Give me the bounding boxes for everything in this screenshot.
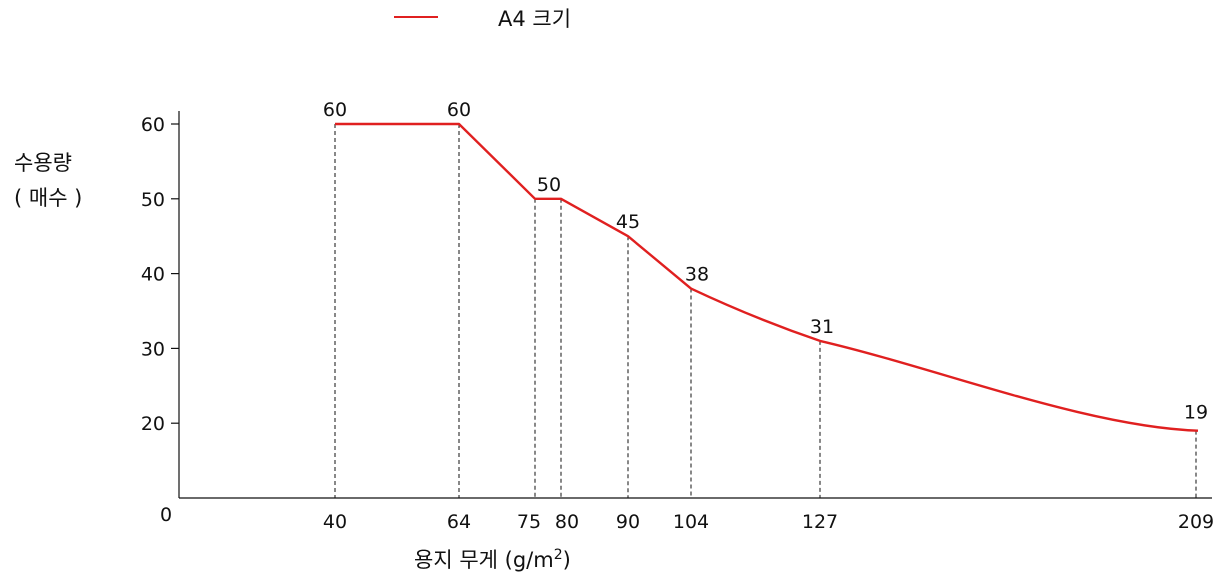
x-tick-label: 64 [447, 511, 471, 533]
y-tick-label: 20 [141, 413, 165, 435]
data-label: 31 [810, 316, 834, 338]
x-tick-label: 40 [323, 511, 347, 533]
data-label: 19 [1184, 402, 1208, 424]
x-axis-label-sup: 2 [553, 547, 563, 563]
x-tick-label: 90 [616, 511, 640, 533]
x-tick-label: 75 [517, 511, 541, 533]
y-axis-label: 수용량 ( 매수 ) [14, 146, 110, 216]
x-tick-label: 209 [1178, 511, 1214, 533]
y-tick-label: 60 [141, 114, 165, 136]
x-tick-label: 104 [673, 511, 709, 533]
y-tick-label: 50 [141, 189, 165, 211]
x-axis-label: 용지 무게 (g/m2) [414, 544, 571, 574]
y-axis-label-line1: 수용량 [14, 151, 72, 175]
y-axis-label-line2: ( 매수 ) [14, 186, 83, 210]
legend-swatch [394, 16, 438, 18]
x-axis-label-text: 용지 무게 (g/m [414, 548, 554, 572]
data-label: 60 [447, 99, 471, 121]
data-label: 38 [685, 264, 709, 286]
y-tick-label: 40 [141, 264, 165, 286]
y-tick-label: 30 [141, 338, 165, 360]
x-tick-label: 80 [555, 511, 579, 533]
x-axis-label-close: ) [562, 548, 571, 572]
data-label: 60 [323, 99, 347, 121]
data-label: 50 [537, 174, 561, 196]
data-label: 45 [616, 211, 640, 233]
origin-label: 0 [160, 504, 172, 526]
x-tick-label: 127 [802, 511, 838, 533]
legend-label: A4 크기 [498, 7, 572, 31]
series-line-a4 [335, 122, 1199, 432]
